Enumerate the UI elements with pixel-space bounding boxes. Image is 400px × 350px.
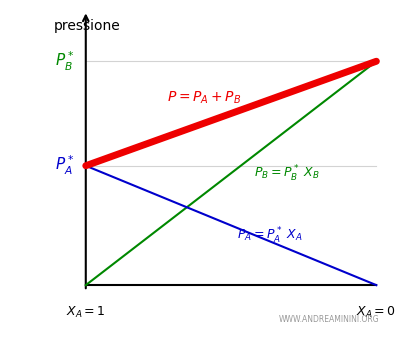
Text: pressione: pressione (54, 19, 120, 33)
Text: $X_A = 0$: $X_A = 0$ (356, 304, 396, 320)
Text: $P^*_A$: $P^*_A$ (55, 154, 74, 177)
Text: $X_A = 1$: $X_A = 1$ (66, 304, 106, 320)
Text: $P_A = P^*_A\ X_A$: $P_A = P^*_A\ X_A$ (237, 226, 303, 246)
Text: $P^*_B$: $P^*_B$ (55, 50, 74, 73)
Text: $P_B = P^*_B\ X_B$: $P_B = P^*_B\ X_B$ (254, 163, 320, 184)
Text: WWW.ANDREAMININI.ORG: WWW.ANDREAMININI.ORG (279, 315, 379, 324)
Text: $P = P_A + P_B$: $P = P_A + P_B$ (167, 90, 242, 106)
